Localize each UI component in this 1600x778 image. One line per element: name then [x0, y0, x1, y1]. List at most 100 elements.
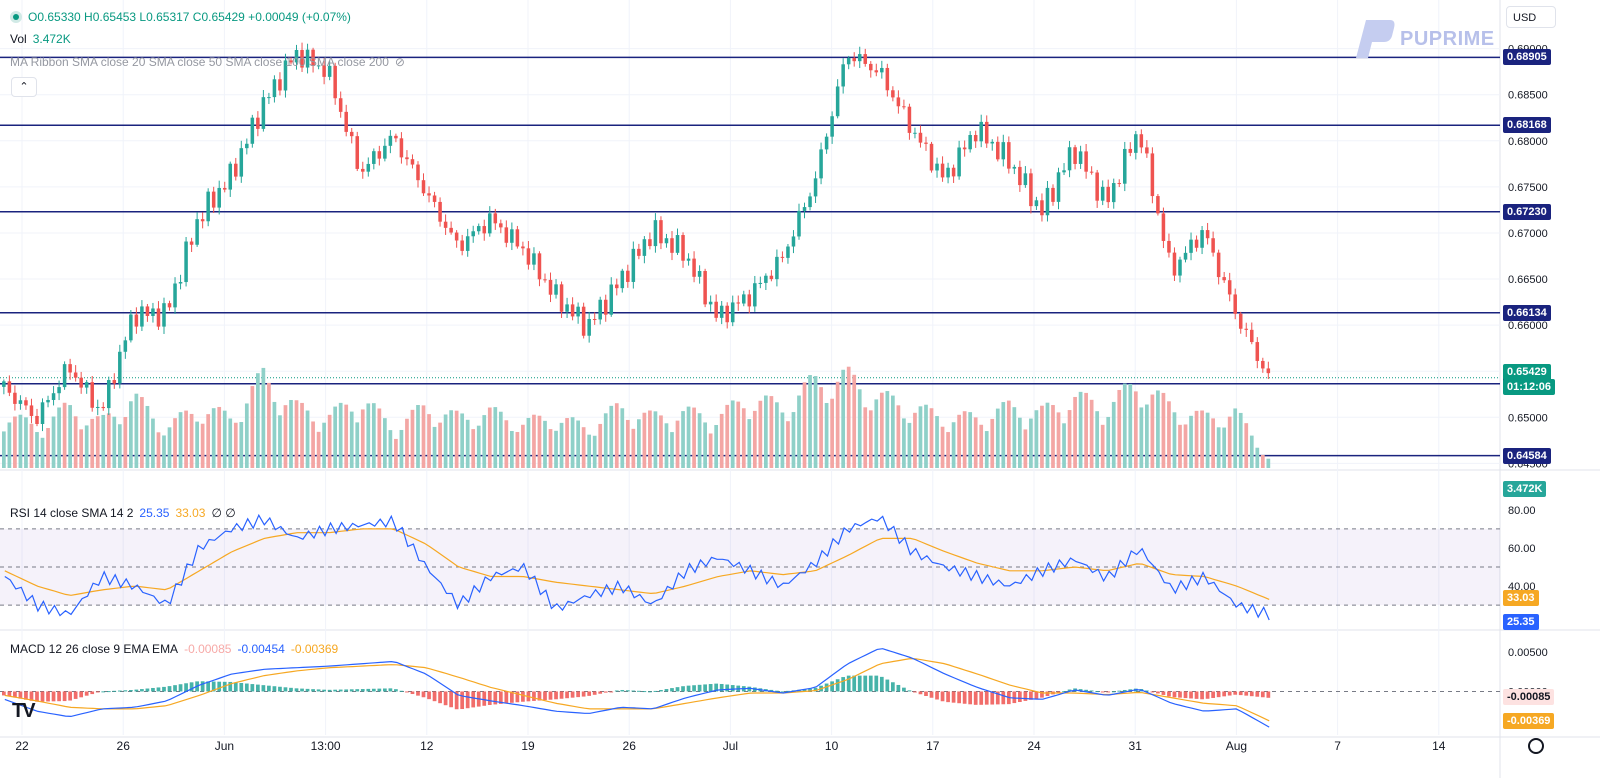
macd-histogram-bar: [311, 689, 315, 692]
candle-body: [957, 147, 961, 177]
candle-body: [1238, 313, 1243, 329]
macd-histogram-bar: [162, 686, 166, 692]
macd-histogram-bar: [598, 691, 603, 694]
candle-body: [206, 191, 210, 222]
candle-body: [1089, 171, 1094, 173]
volume-bar: [1100, 424, 1105, 468]
macd-histogram-bar: [261, 685, 266, 692]
macd-histogram-bar: [95, 691, 100, 693]
volume-bar: [156, 432, 161, 468]
macd-histogram-bar: [200, 681, 205, 692]
macd-histogram-bar: [24, 691, 28, 700]
currency-select[interactable]: USD: [1506, 6, 1556, 28]
macd-histogram-bar: [244, 683, 249, 692]
macd-histogram-bar: [714, 683, 719, 692]
rsi-tick-label: 80.00: [1508, 505, 1536, 517]
candle-body: [769, 275, 774, 280]
x-tick-label: 19: [521, 739, 535, 753]
candle-body: [1100, 186, 1105, 201]
macd-histogram-bar: [902, 687, 906, 692]
candle-body: [885, 67, 890, 91]
macd-signal-line: [4, 657, 1270, 722]
volume-bar: [592, 435, 597, 468]
volume-bar: [68, 405, 72, 468]
candle-body: [935, 163, 939, 171]
macd-histogram-bar: [405, 691, 409, 693]
volume-bar: [1211, 418, 1215, 468]
candle-body: [311, 49, 315, 66]
macd-histogram-bar: [283, 687, 288, 692]
candle-body: [1018, 166, 1022, 186]
macd-histogram-bar: [449, 691, 453, 708]
volume-bar: [432, 426, 437, 468]
volume-bar: [151, 418, 155, 468]
macd-histogram-bar: [913, 691, 917, 693]
volume-bar: [162, 435, 166, 468]
volume-bar: [261, 367, 266, 468]
candle-body: [1029, 173, 1033, 207]
volume-bar: [134, 393, 139, 468]
candle-body: [40, 402, 45, 424]
candle-body: [46, 399, 50, 403]
volume-bar: [609, 405, 614, 468]
ohlc-legend: O0.65330 H0.65453 L0.65317 C0.65429 +0.0…: [10, 10, 351, 24]
macd-histogram-bar: [973, 691, 978, 705]
candle-body: [515, 229, 520, 247]
volume-bar: [366, 403, 371, 468]
candle-body: [692, 258, 696, 277]
macd-histogram-bar: [482, 691, 487, 706]
macd-histogram-bar: [786, 690, 790, 692]
macd-histogram-bar: [1260, 691, 1265, 698]
candle-body: [283, 60, 288, 91]
volume-bar: [1095, 411, 1100, 468]
volume-bar: [173, 418, 177, 468]
macd-histogram-bar: [1117, 690, 1122, 692]
rsi-legend: RSI 14 close SMA 14 2 25.35 33.03 ∅ ∅: [10, 506, 236, 520]
macd-histogram-bar: [642, 691, 647, 693]
candle-body: [256, 117, 260, 129]
collapse-legend-button[interactable]: ⌃: [11, 77, 37, 97]
volume-bar: [29, 423, 34, 468]
gear-icon[interactable]: [1528, 738, 1544, 754]
candle-body: [808, 196, 812, 208]
candle-body: [824, 136, 829, 150]
candle-body: [548, 279, 553, 295]
candle-body: [609, 284, 614, 315]
volume-bar: [659, 415, 663, 468]
candle-body: [984, 121, 989, 144]
macd-histogram-bar: [1200, 691, 1204, 700]
y-tick-label: 0.65000: [1508, 412, 1548, 424]
eye-hidden-icon[interactable]: ⊘: [394, 55, 405, 69]
volume-bar: [51, 416, 56, 468]
candle-body: [1134, 134, 1138, 153]
candle-body: [421, 180, 426, 194]
candle-body: [499, 223, 503, 228]
macd-histogram-bar: [1172, 691, 1177, 698]
volume-bar: [476, 425, 481, 468]
macd-histogram-bar: [29, 691, 34, 701]
macd-hist-value: -0.00085: [184, 642, 232, 656]
candle-body: [162, 303, 166, 327]
volume-bar: [957, 414, 961, 468]
macd-histogram-bar: [515, 691, 520, 703]
volume-bar: [493, 407, 498, 468]
candle-body: [1111, 183, 1116, 203]
macd-histogram-bar: [35, 691, 39, 702]
macd-histogram-bar: [1183, 691, 1188, 699]
candle-body: [1194, 239, 1199, 248]
macd-histogram-bar: [620, 689, 625, 692]
macd-histogram-bar: [918, 691, 923, 695]
candle-body: [460, 240, 464, 251]
macd-histogram-bar: [1249, 691, 1254, 697]
ma-ribbon-legend[interactable]: MA Ribbon SMA close 20 SMA close 50 SMA …: [10, 55, 405, 69]
volume-bar: [145, 405, 150, 468]
tradingview-logo-icon[interactable]: TV: [12, 700, 36, 722]
last-price-label: 0.65429: [1503, 363, 1551, 380]
macd-histogram-bar: [802, 689, 807, 692]
candle-body: [1012, 166, 1017, 169]
bar-countdown-label: 01:12:06: [1503, 378, 1556, 395]
volume-bar: [360, 409, 365, 468]
volume-bar: [620, 408, 625, 468]
candle-body: [399, 138, 404, 158]
chevron-up-icon: ⌃: [19, 81, 29, 93]
